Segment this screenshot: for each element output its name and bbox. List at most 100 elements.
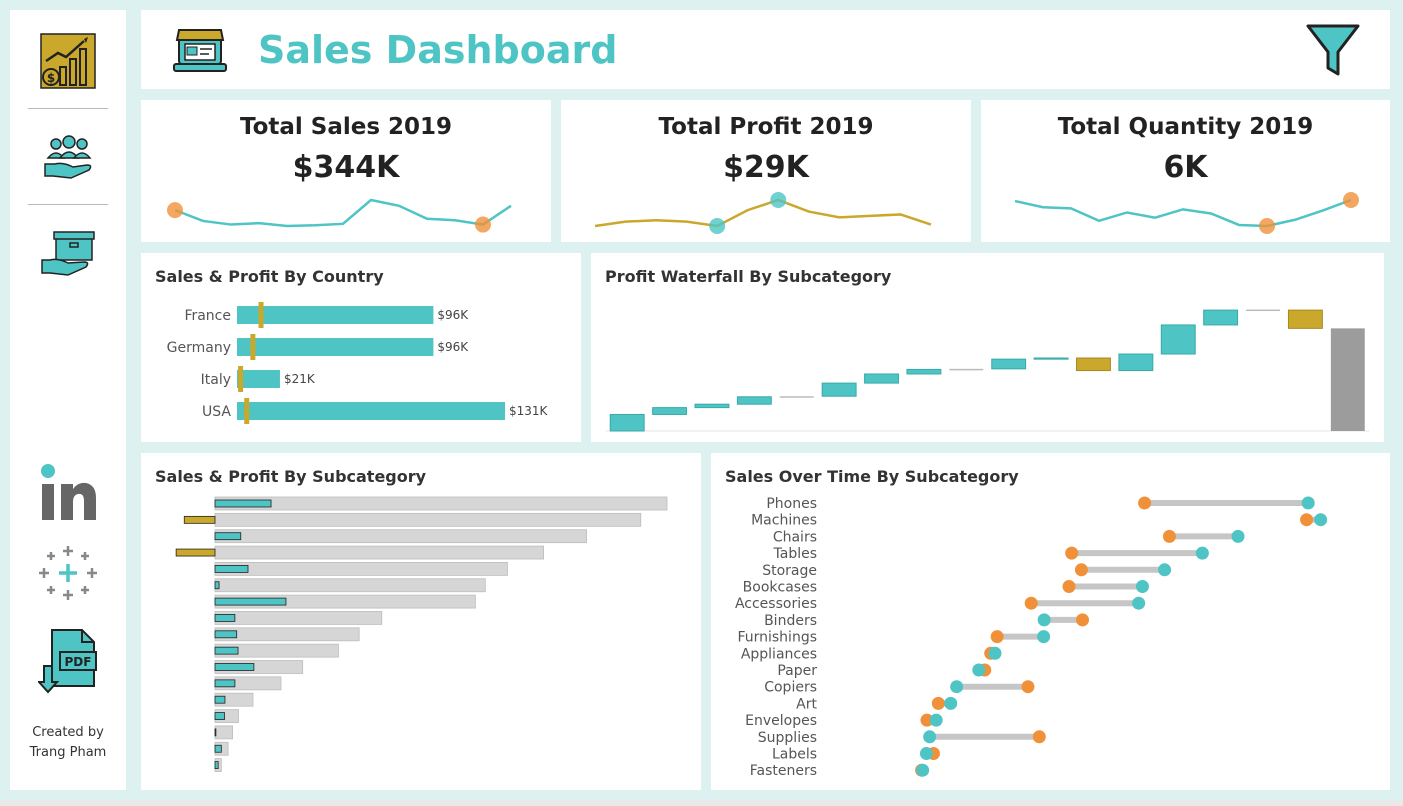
sparkline-marker xyxy=(1259,218,1275,234)
sparkline-marker xyxy=(475,216,491,233)
start-dot xyxy=(920,713,934,727)
waterfall-bar xyxy=(991,358,1027,370)
end-dot xyxy=(916,763,930,777)
filter-icon[interactable] xyxy=(1305,22,1361,78)
category-label: Envelopes xyxy=(745,713,817,729)
waterfall-bar xyxy=(1076,357,1111,372)
waterfall-bar xyxy=(1160,324,1196,355)
sales-bar xyxy=(237,402,505,420)
waterfall-bar xyxy=(864,373,899,384)
category-label: USA xyxy=(202,404,231,420)
category-label: France xyxy=(184,308,231,324)
kpi-value: 6K xyxy=(1163,150,1208,185)
end-dot xyxy=(1037,613,1051,627)
kpi-total-quantity: Total Quantity 2019 6K xyxy=(981,100,1390,242)
waterfall-bar xyxy=(694,403,730,409)
end-dot xyxy=(1301,496,1315,510)
sales-bar xyxy=(237,370,280,388)
svg-text:PDF: PDF xyxy=(65,655,92,669)
waterfall-bar xyxy=(736,396,772,405)
end-dot xyxy=(919,747,933,760)
profit-marker xyxy=(250,334,256,360)
profit-bar xyxy=(214,744,222,753)
profit-bar xyxy=(214,695,226,704)
category-label: Machines xyxy=(751,513,817,529)
sales-growth-icon[interactable]: $ xyxy=(40,33,96,89)
category-label: Storage xyxy=(762,563,817,579)
start-dot xyxy=(1065,546,1079,560)
end-dot xyxy=(1231,529,1245,543)
subcategory-chart xyxy=(175,496,668,773)
start-dot xyxy=(1300,513,1314,527)
start-dot xyxy=(990,630,1004,644)
kpi-title: Total Quantity 2019 xyxy=(1057,114,1314,140)
kpi-value: $29K xyxy=(723,150,809,185)
sales-sparkline xyxy=(167,198,512,233)
profit-bar xyxy=(214,663,255,671)
end-dot xyxy=(950,680,964,694)
customers-icon[interactable] xyxy=(43,134,95,182)
credit-line-2: Trang Pham xyxy=(29,745,107,760)
waterfall-bar xyxy=(906,368,942,375)
sidebar-divider xyxy=(28,108,108,109)
category-label: Italy xyxy=(201,372,231,388)
sparkline-marker xyxy=(1343,192,1359,208)
quantity-sparkline xyxy=(1014,192,1359,234)
waterfall-bar xyxy=(821,382,857,397)
end-dot xyxy=(923,730,937,744)
category-label: Paper xyxy=(777,663,817,679)
pdf-download-icon[interactable]: PDF xyxy=(38,628,98,696)
waterfall-chart xyxy=(606,309,1369,432)
tableau-icon[interactable] xyxy=(38,544,98,602)
kpi-title: Total Profit 2019 xyxy=(658,114,874,140)
category-label: Phones xyxy=(766,496,817,512)
sparkline-line xyxy=(1014,198,1352,228)
category-label: Fasteners xyxy=(750,763,817,779)
profit-bar xyxy=(214,679,236,688)
category-label: Tables xyxy=(773,546,818,562)
waterfall-bar xyxy=(1118,353,1154,372)
country-panel: Sales & Profit By Country France $96K Germ… xyxy=(141,253,581,442)
start-dot xyxy=(1138,496,1152,510)
start-dot xyxy=(931,696,945,710)
category-label: Appliances xyxy=(741,646,817,662)
sidebar: $ xyxy=(10,10,126,790)
end-dot xyxy=(1158,563,1172,577)
end-dot xyxy=(1314,513,1328,527)
waterfall-bar xyxy=(1203,309,1239,326)
page-title: Sales Dashboard xyxy=(258,28,618,72)
sales-bar xyxy=(214,529,587,544)
profit-bar xyxy=(214,581,220,590)
start-dot xyxy=(1021,680,1035,694)
category-label: Labels xyxy=(772,747,817,763)
sales-bar xyxy=(214,545,545,560)
sales-bar xyxy=(214,512,642,527)
storefront-icon xyxy=(173,29,227,72)
panel-title: Sales Over Time By Subcategory xyxy=(725,467,1019,486)
profit-bar xyxy=(183,515,216,524)
credit-line-1: Created by xyxy=(32,725,104,740)
waterfall-bar xyxy=(1246,309,1280,312)
sparkline-line xyxy=(594,198,932,228)
value-label: $96K xyxy=(437,308,469,322)
start-dot xyxy=(1024,596,1038,610)
start-dot xyxy=(1062,580,1076,593)
category-label: Binders xyxy=(764,613,817,629)
sparkline-marker xyxy=(770,192,787,208)
subcategory-panel: Sales & Profit By Subcategory xyxy=(141,453,701,790)
profit-bar xyxy=(214,597,287,606)
product-box-icon[interactable] xyxy=(40,230,96,278)
panel-title: Profit Waterfall By Subcategory xyxy=(605,267,892,286)
profit-bar xyxy=(175,548,216,557)
end-dot xyxy=(1132,596,1146,610)
sparkline-line xyxy=(174,198,512,228)
profit-bar xyxy=(214,532,242,541)
sales-bar xyxy=(214,725,234,740)
sales-bar xyxy=(214,562,508,576)
end-dot xyxy=(944,696,958,710)
start-dot xyxy=(1162,529,1176,543)
end-dot xyxy=(929,713,943,727)
profit-bar xyxy=(214,565,249,573)
linkedin-icon[interactable] xyxy=(40,462,98,522)
sales-bar xyxy=(214,611,383,625)
